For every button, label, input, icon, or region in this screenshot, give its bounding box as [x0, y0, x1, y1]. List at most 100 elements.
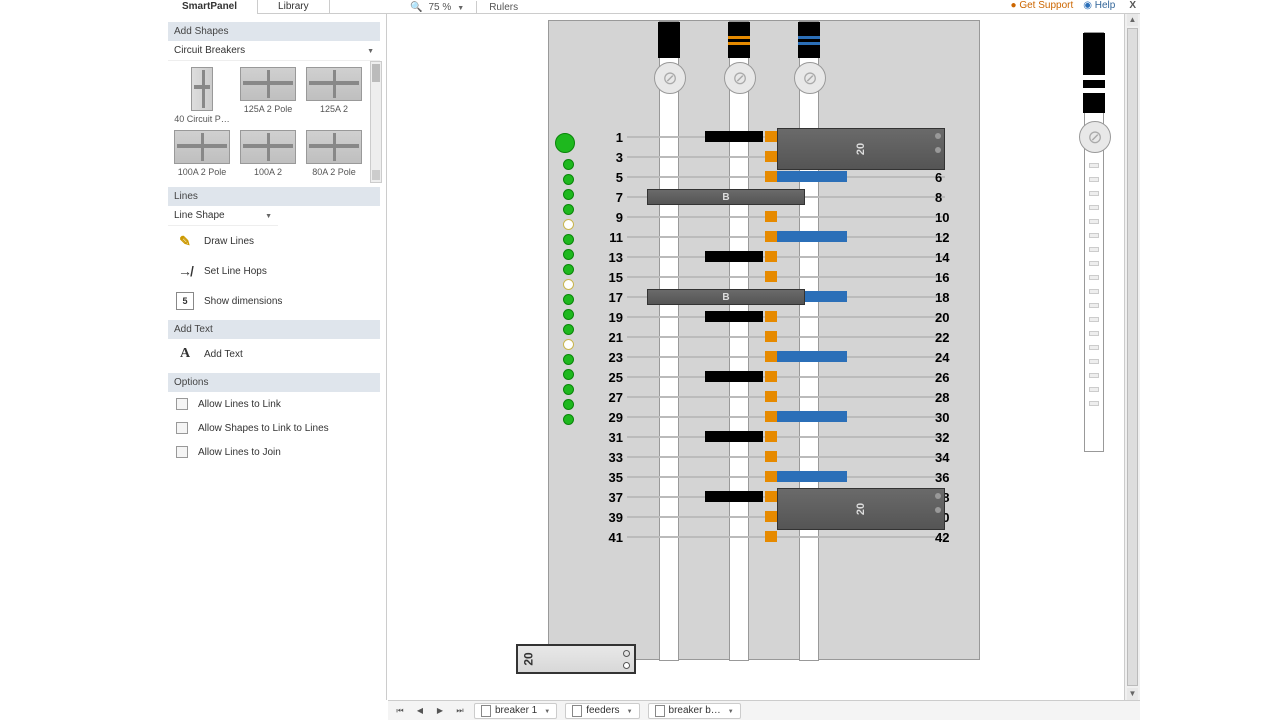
zoom-out-icon[interactable]: 🔍 — [410, 2, 422, 13]
nav-last-icon[interactable]: ⏭ — [454, 705, 466, 717]
option-shapes-link[interactable]: Allow Shapes to Link to Lines — [168, 416, 380, 440]
checkbox-icon[interactable] — [176, 446, 188, 458]
draw-lines-button[interactable]: ✎Draw Lines — [168, 226, 380, 256]
nav-prev-icon[interactable]: ◀ — [414, 705, 426, 717]
slot-row[interactable]: 1516 — [599, 267, 949, 287]
indicator-dot — [563, 159, 574, 170]
slot-row[interactable]: 372038 — [599, 487, 949, 507]
slot-row[interactable]: 2930 — [599, 407, 949, 427]
slot-row[interactable]: 2122 — [599, 327, 949, 347]
tab-orange — [765, 531, 777, 542]
slot-number-left: 3 — [599, 150, 623, 165]
shape-item[interactable]: 80A 2 Pole — [304, 130, 364, 177]
slot-row[interactable]: 1920 — [599, 307, 949, 327]
breaker-double[interactable]: 20 — [777, 128, 945, 170]
get-support-link[interactable]: ● Get Support — [1010, 0, 1073, 11]
slot-row[interactable]: 4142 — [599, 527, 949, 547]
add-text-button[interactable]: AAdd Text — [168, 339, 380, 369]
vertical-scrollbar[interactable]: ▲ ▼ — [1124, 14, 1140, 700]
indicator-column — [559, 129, 577, 429]
slot-row[interactable]: 2324 — [599, 347, 949, 367]
shape-item[interactable]: 125A 2 — [304, 67, 364, 124]
zoom-toolbar: 🔍 75 % Rulers — [410, 0, 518, 14]
tab-orange — [765, 211, 777, 222]
slot-number-right: 12 — [935, 230, 959, 245]
slot-number-left: 21 — [599, 330, 623, 345]
option-lines-link[interactable]: Allow Lines to Link — [168, 392, 380, 416]
canvas[interactable]: ⊘ ⊘ ⊘ 120234567B891011121314151617B18192… — [388, 14, 1140, 700]
tab-orange — [765, 231, 777, 242]
slot-number-left: 15 — [599, 270, 623, 285]
doc-tab[interactable]: feeders — [565, 703, 639, 719]
checkbox-icon[interactable] — [176, 422, 188, 434]
slot-row[interactable]: 1112 — [599, 227, 949, 247]
shape-item[interactable]: 40 Circuit P… — [172, 67, 232, 124]
tab-orange — [765, 311, 777, 322]
tab-library[interactable]: Library — [258, 0, 330, 14]
line-shape-dropdown[interactable]: Line Shape — [168, 206, 278, 226]
show-dimensions-button[interactable]: 5Show dimensions — [168, 286, 380, 316]
scroll-up-icon[interactable]: ▲ — [1127, 14, 1138, 26]
indicator-dot — [563, 204, 574, 215]
breaker[interactable]: B — [647, 189, 805, 205]
dragged-breaker[interactable]: 20 — [516, 644, 636, 674]
section-add-shapes: Add Shapes — [168, 22, 380, 41]
slot-number-right: 42 — [935, 530, 959, 545]
slot-number-right: 30 — [935, 410, 959, 425]
screw-icon: ⊘ — [724, 62, 756, 94]
option-lines-join[interactable]: Allow Lines to Join — [168, 440, 380, 464]
breaker[interactable]: B — [647, 289, 805, 305]
tab-orange — [765, 391, 777, 402]
slot-number-left: 5 — [599, 170, 623, 185]
slot-number-right: 34 — [935, 450, 959, 465]
scroll-down-icon[interactable]: ▼ — [1127, 688, 1138, 700]
tab-orange — [765, 451, 777, 462]
tab-blue — [777, 411, 847, 422]
doc-tab[interactable]: breaker b… — [648, 703, 741, 719]
slot-number-left: 33 — [599, 450, 623, 465]
shape-item[interactable]: 125A 2 Pole — [238, 67, 298, 124]
set-line-hops-button[interactable]: ↛Set Line Hops — [168, 256, 380, 286]
checkbox-icon[interactable] — [176, 398, 188, 410]
tab-blue — [777, 471, 847, 482]
slot-row[interactable]: 56 — [599, 167, 949, 187]
slot-row[interactable]: 7B8 — [599, 187, 949, 207]
screw-icon — [623, 650, 630, 657]
tab-blue — [777, 171, 847, 182]
shape-item[interactable]: 100A 2 — [238, 130, 298, 177]
slot-row[interactable]: 3334 — [599, 447, 949, 467]
breaker-double[interactable]: 20 — [777, 488, 945, 530]
tab-black — [705, 251, 763, 262]
tab-blue — [777, 231, 847, 242]
close-icon[interactable]: X — [1125, 0, 1140, 11]
shape-item[interactable]: 100A 2 Pole — [172, 130, 232, 177]
nav-next-icon[interactable]: ▶ — [434, 705, 446, 717]
breaker-panel[interactable]: ⊘ ⊘ ⊘ 120234567B891011121314151617B18192… — [548, 20, 980, 660]
text-icon: A — [176, 345, 194, 363]
slot-number-right: 32 — [935, 430, 959, 445]
tab-smartpanel[interactable]: SmartPanel — [162, 0, 258, 14]
slot-row[interactable]: 17B18 — [599, 287, 949, 307]
tab-orange — [765, 331, 777, 342]
slot-row[interactable]: 3132 — [599, 427, 949, 447]
slot-row[interactable]: 2526 — [599, 367, 949, 387]
slot-number-left: 29 — [599, 410, 623, 425]
slot-row[interactable]: 2728 — [599, 387, 949, 407]
slot-row[interactable]: 1314 — [599, 247, 949, 267]
indicator-dot — [555, 133, 575, 153]
help-link[interactable]: ◉ Help — [1083, 0, 1115, 11]
zoom-value[interactable]: 75 % — [428, 2, 451, 13]
indicator-dot — [563, 264, 574, 275]
shape-scrollbar[interactable] — [370, 61, 382, 183]
zoom-dropdown-icon[interactable] — [457, 2, 464, 13]
indicator-dot — [563, 369, 574, 380]
slot-row[interactable]: 910 — [599, 207, 949, 227]
slot-row[interactable]: 3536 — [599, 467, 949, 487]
slot-row[interactable]: 1202 — [599, 127, 949, 147]
slot-number-right: 22 — [935, 330, 959, 345]
shape-category-dropdown[interactable]: Circuit Breakers — [168, 41, 380, 61]
doc-tab[interactable]: breaker 1 — [474, 703, 557, 719]
rulers-toggle[interactable]: Rulers — [489, 2, 518, 13]
document-icon — [572, 705, 582, 717]
nav-first-icon[interactable]: ⏮ — [394, 705, 406, 717]
